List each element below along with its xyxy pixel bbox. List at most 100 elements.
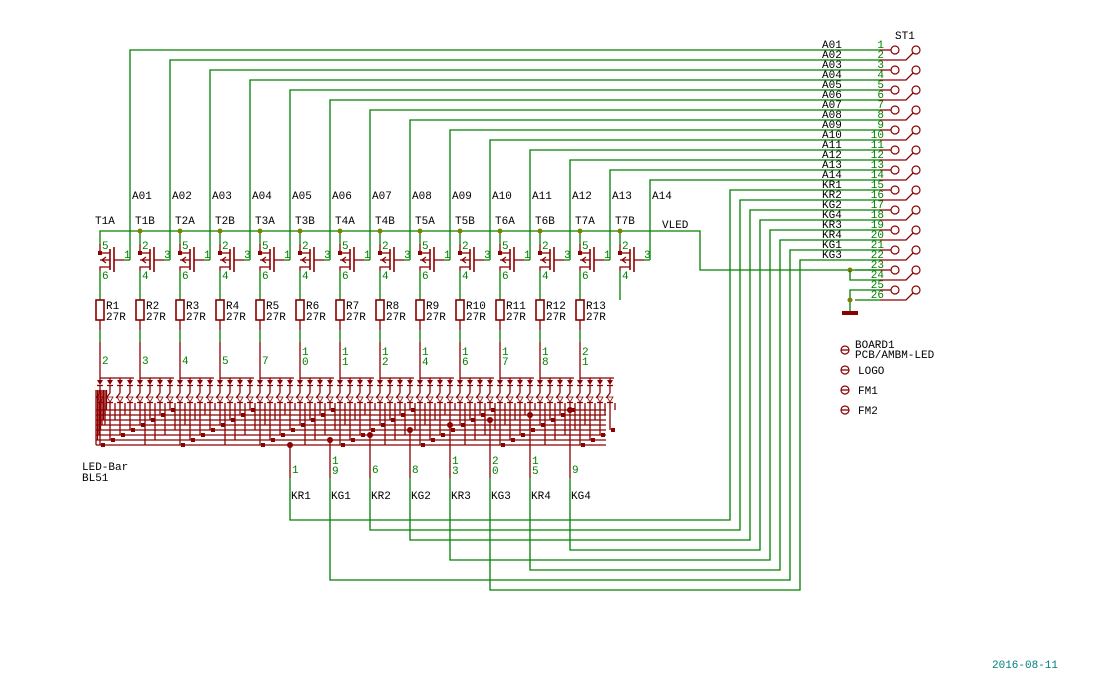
resistor-R9 <box>415 299 425 321</box>
led-connection <box>281 433 285 437</box>
led-icon <box>307 380 313 385</box>
led-connection <box>101 443 105 447</box>
connector-pin-number: 20 <box>871 230 884 242</box>
led-connection <box>611 428 615 432</box>
resistor-name: R5 <box>266 301 279 313</box>
pin-digit: 9 <box>332 466 339 478</box>
led-icon <box>497 380 503 385</box>
date-stamp: 2016-08-11 <box>992 660 1058 672</box>
led-connection <box>151 418 155 422</box>
led-connection <box>411 408 415 412</box>
connector-terminal-icon <box>911 245 921 255</box>
cathode-net-label: KR4 <box>531 491 551 503</box>
wire <box>849 270 855 281</box>
transistor-pin-number: 3 <box>164 250 171 262</box>
transistor-pin-number: 5 <box>422 241 429 253</box>
led-connection <box>111 438 115 442</box>
resistor-R2 <box>135 299 145 321</box>
led-connection <box>121 433 125 437</box>
net-label: KR2 <box>822 190 842 202</box>
ground-wire <box>849 289 855 313</box>
resistor-value: 27R <box>186 312 206 324</box>
led-icon <box>246 396 254 403</box>
signal-net-A13 <box>609 169 855 260</box>
led-icon <box>217 380 223 385</box>
transistor-source <box>379 266 390 271</box>
led-connection <box>581 443 585 447</box>
led-connection <box>251 408 255 412</box>
transistor-label: T4B <box>375 216 395 228</box>
led-icon <box>586 396 594 403</box>
led-icon <box>576 396 584 403</box>
led-icon <box>566 396 574 403</box>
transistor-pin-number: 4 <box>542 271 549 283</box>
net-label: A04 <box>822 70 842 82</box>
resistor-name: R7 <box>346 301 359 313</box>
transistor-pin-number: 1 <box>284 250 291 262</box>
transistor-pin-number: 5 <box>262 241 269 253</box>
transistor-label: T1B <box>135 216 155 228</box>
led-icon <box>407 380 413 385</box>
led-connection <box>331 408 335 412</box>
resistor-R1 <box>95 299 105 321</box>
cathode-net-label: KR2 <box>371 491 391 503</box>
cathode-net-label: KG1 <box>331 491 351 503</box>
signal-net-label: A05 <box>292 191 312 203</box>
led-icon <box>367 380 373 385</box>
led-icon <box>606 396 614 403</box>
transistor-pin-number: 6 <box>182 271 189 283</box>
signal-net-A07 <box>369 109 855 260</box>
resistor-R3 <box>175 299 185 321</box>
resistor-name: R4 <box>226 301 240 313</box>
transistor-pin-number: 5 <box>502 241 509 253</box>
board-part-name: LOGO <box>858 366 885 378</box>
signal-net-A02 <box>169 59 855 260</box>
cathode-net-KG2 <box>409 209 855 541</box>
cathode-net-KR2 <box>369 199 855 531</box>
signal-net-A06 <box>329 99 855 260</box>
led-icon <box>157 380 163 385</box>
supply-net-label: VLED <box>662 220 689 232</box>
led-icon <box>337 380 343 385</box>
led-icon <box>487 380 493 385</box>
led-cathode-pin: 1 <box>292 465 299 477</box>
led-connection <box>211 428 215 432</box>
connector-terminal-icon <box>911 205 921 215</box>
led-icon <box>607 380 613 385</box>
led-icon <box>456 396 464 403</box>
transistor-pin-number: 2 <box>542 241 549 253</box>
transistor-source <box>499 266 510 271</box>
led-icon <box>417 380 423 385</box>
led-icon <box>116 396 124 403</box>
resistor-value: 27R <box>466 312 486 324</box>
resistor-name: R3 <box>186 301 199 313</box>
led-icon <box>536 396 544 403</box>
transistor-source <box>539 266 550 271</box>
transistor-label: T3A <box>255 216 275 228</box>
resistor-R10 <box>455 299 465 321</box>
connector-pin-number: 18 <box>871 210 884 222</box>
led-anode-pin: 3 <box>142 356 149 368</box>
transistor-pin-number: 3 <box>244 250 251 262</box>
net-label: KG1 <box>822 240 842 252</box>
led-connection <box>481 413 485 417</box>
resistor-R6 <box>295 299 305 321</box>
led-icon <box>476 396 484 403</box>
led-connection <box>471 418 475 422</box>
connector-pin-number: 2 <box>877 50 884 62</box>
connector-terminal-icon <box>911 125 921 135</box>
led-icon <box>416 396 424 403</box>
led-icon <box>207 380 213 385</box>
transistor-pin-number: 6 <box>102 271 109 283</box>
transistor-pin-number: 2 <box>462 241 469 253</box>
signal-net-label: A08 <box>412 191 432 203</box>
transistor-pin-number: 1 <box>604 250 611 262</box>
led-icon <box>597 380 603 385</box>
resistor-R7 <box>335 299 345 321</box>
